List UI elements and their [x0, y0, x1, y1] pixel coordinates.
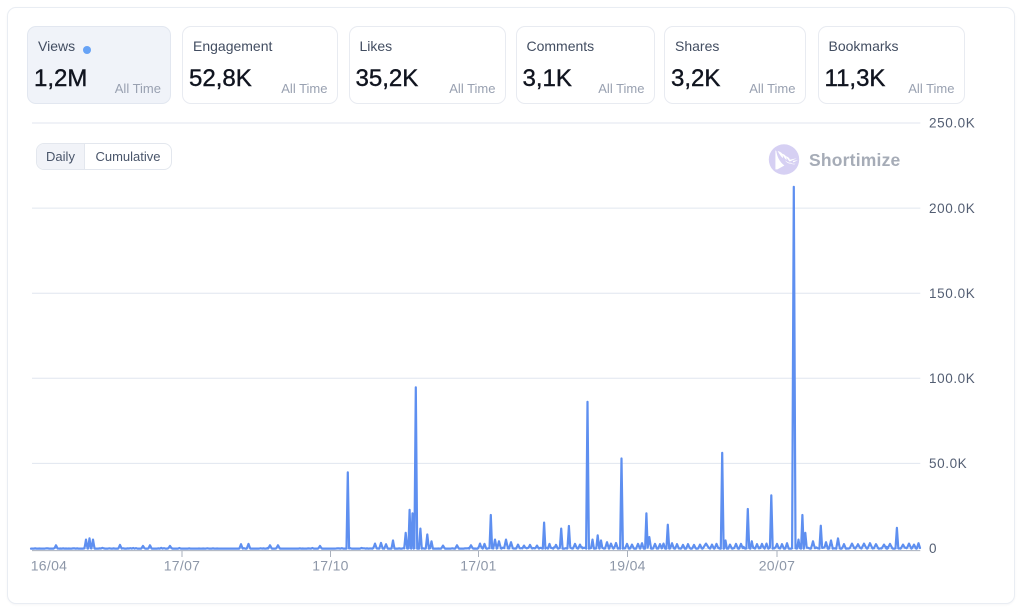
svg-text:20/07: 20/07 [759, 557, 796, 573]
svg-text:50.0K: 50.0K [929, 456, 967, 471]
svg-text:200.0K: 200.0K [929, 201, 975, 216]
svg-text:19/04: 19/04 [609, 557, 646, 573]
svg-text:100.0K: 100.0K [929, 371, 975, 386]
svg-text:150.0K: 150.0K [929, 286, 975, 301]
svg-text:17/07: 17/07 [164, 557, 201, 573]
svg-text:17/10: 17/10 [312, 557, 349, 573]
svg-text:0: 0 [929, 541, 937, 556]
svg-text:250.0K: 250.0K [929, 116, 975, 131]
svg-text:16/04: 16/04 [31, 557, 68, 573]
svg-text:17/01: 17/01 [460, 557, 497, 573]
